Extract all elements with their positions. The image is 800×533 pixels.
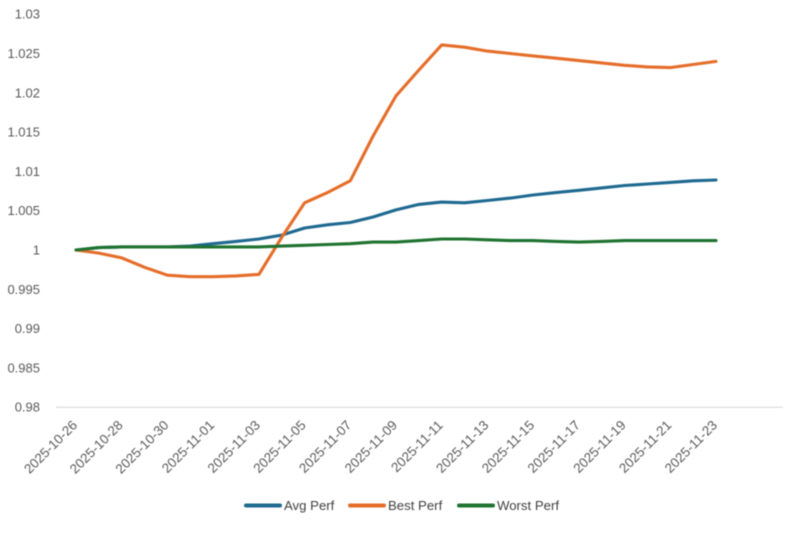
svg-text:0.995: 0.995 — [7, 282, 40, 297]
svg-text:1.005: 1.005 — [7, 203, 40, 218]
svg-text:1.015: 1.015 — [7, 125, 40, 140]
svg-text:Best Perf: Best Perf — [388, 498, 443, 513]
svg-text:1.02: 1.02 — [15, 85, 40, 100]
svg-text:1.01: 1.01 — [15, 164, 40, 179]
svg-text:0.98: 0.98 — [15, 400, 40, 415]
svg-text:0.985: 0.985 — [7, 360, 40, 375]
svg-text:1: 1 — [33, 243, 40, 258]
svg-text:1.025: 1.025 — [7, 46, 40, 61]
svg-text:1.03: 1.03 — [15, 7, 40, 22]
svg-text:Worst Perf: Worst Perf — [497, 498, 559, 513]
svg-text:Avg Perf: Avg Perf — [284, 498, 335, 513]
svg-text:0.99: 0.99 — [15, 321, 40, 336]
